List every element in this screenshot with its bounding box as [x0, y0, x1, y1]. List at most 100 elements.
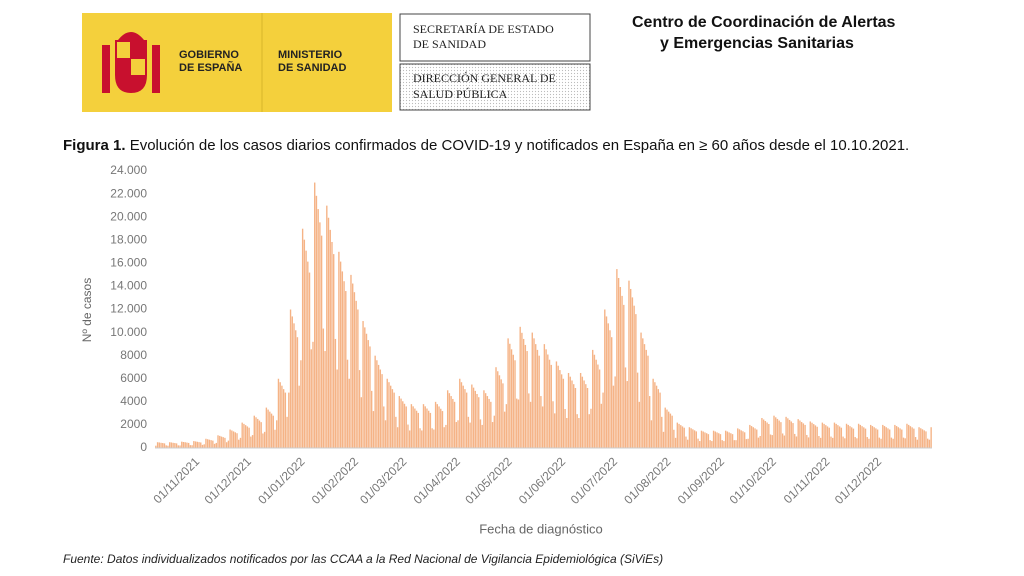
bar [819, 437, 822, 448]
bar [906, 423, 908, 448]
bar [516, 398, 518, 448]
bar [925, 431, 927, 448]
bar [533, 338, 535, 448]
bar [813, 424, 815, 448]
bar [272, 415, 274, 448]
bar [193, 441, 195, 448]
bar [868, 438, 870, 448]
bar [414, 408, 416, 448]
bar [182, 441, 185, 448]
bar [614, 376, 616, 448]
bar [310, 349, 312, 448]
bar [200, 442, 202, 448]
bar [198, 442, 200, 448]
bar [795, 436, 798, 448]
bar [702, 431, 704, 448]
bar [764, 420, 767, 448]
bar [502, 383, 504, 448]
bar [661, 416, 663, 448]
bar [890, 437, 893, 448]
bar [419, 428, 421, 448]
bar [364, 327, 366, 448]
bar [474, 390, 476, 448]
bar [861, 426, 863, 448]
bar [295, 330, 297, 448]
bar [163, 443, 166, 448]
bar [928, 439, 931, 448]
bar [674, 437, 677, 448]
bar [175, 443, 178, 448]
bar [213, 443, 216, 448]
bar [875, 428, 877, 448]
bar [433, 429, 435, 448]
bar [818, 435, 820, 448]
x-tick-label: 01/10/2022 [727, 454, 780, 507]
x-tick-label: 01/04/2022 [411, 454, 464, 507]
bar [842, 436, 844, 448]
bar [559, 370, 561, 448]
bar [621, 295, 623, 448]
header-box-text: SALUD PÚBLICA [413, 87, 508, 101]
bar [555, 361, 558, 448]
bar [564, 408, 566, 448]
bar [450, 396, 452, 448]
bar [277, 378, 280, 448]
bar [771, 435, 773, 448]
bar [288, 392, 290, 448]
bar [386, 378, 388, 448]
bar [823, 423, 825, 448]
bar [849, 426, 851, 448]
bar [707, 434, 710, 448]
bar [391, 389, 394, 448]
bar [219, 435, 221, 448]
bar [780, 422, 782, 448]
bar [643, 344, 646, 448]
bar [809, 421, 811, 448]
bar [838, 426, 841, 448]
bar [566, 417, 568, 448]
bar [635, 314, 637, 448]
bar [498, 375, 501, 448]
bar [267, 409, 269, 448]
bar [579, 372, 582, 448]
bar [911, 427, 913, 448]
figure-title: Figura 1. Evolución de los casos diarios… [63, 137, 909, 154]
bar [255, 417, 257, 448]
bar [229, 429, 231, 448]
bar [232, 431, 235, 448]
bar [857, 423, 860, 448]
bar [488, 398, 490, 448]
logo-text: GOBIERNO [179, 49, 239, 61]
bar [714, 431, 716, 448]
bar [676, 422, 679, 448]
bar [792, 423, 794, 448]
bar [269, 411, 271, 448]
bar [847, 424, 849, 448]
bar [270, 413, 273, 448]
bar [597, 364, 599, 448]
bar [673, 429, 675, 448]
y-tick-label: 2000 [120, 417, 147, 431]
bar [602, 392, 604, 448]
bar [541, 406, 544, 448]
bar [429, 412, 432, 448]
bar [576, 414, 578, 448]
bar [194, 441, 197, 448]
bar [246, 426, 249, 448]
bar [806, 434, 808, 448]
chart-title: Evolución de los casos diarios confirmad… [130, 137, 910, 154]
bar [478, 397, 480, 448]
bar [493, 415, 495, 448]
bar [709, 440, 711, 448]
bar [431, 428, 433, 448]
bar [623, 304, 625, 448]
bar [697, 438, 699, 448]
y-tick-label: 14.000 [110, 279, 147, 293]
bar [358, 370, 361, 448]
bar [282, 389, 285, 448]
bar [828, 427, 830, 448]
bar [593, 354, 596, 448]
header-box-text: SECRETARÍA DE ESTADO [413, 22, 554, 36]
bar [538, 355, 540, 448]
